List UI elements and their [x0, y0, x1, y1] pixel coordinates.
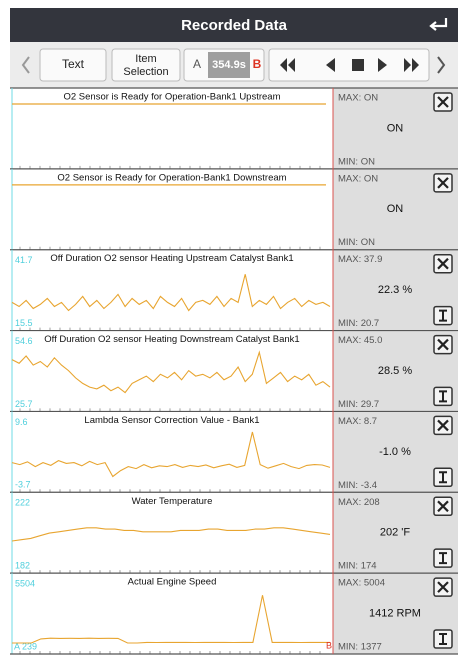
next-page[interactable]: [437, 56, 446, 74]
media-controls: [268, 48, 430, 82]
max-label: MAX: 37.9: [338, 254, 382, 265]
max-label: MAX: 45.0: [338, 335, 382, 346]
y-axis-label: 54.6: [15, 336, 33, 346]
max-label: MAX: ON: [338, 93, 378, 104]
max-label: MAX: 208: [338, 497, 380, 508]
close-icon: [437, 338, 449, 351]
item-selection-label: Item: [135, 53, 156, 65]
panel-chart-bg: [10, 573, 333, 654]
current-value: ON: [387, 122, 404, 134]
info-icon: [439, 552, 447, 565]
y-axis-label: 41.7: [15, 255, 33, 265]
panel-title: O2 Sensor is Ready for Operation-Bank1 U…: [63, 92, 280, 103]
panel-chart-bg: [10, 411, 333, 493]
data-line: [11, 350, 331, 394]
current-value: 202 'F: [380, 527, 411, 539]
panel-title: Water Temperature: [132, 496, 213, 507]
step-back-button[interactable]: [326, 58, 335, 72]
item-selection-button[interactable]: [111, 48, 181, 82]
fast-forward-button[interactable]: [404, 58, 419, 72]
min-label: MIN: 174: [338, 561, 377, 572]
info-icon: [439, 633, 447, 645]
time-box: [208, 52, 250, 78]
panel-chart-bg: [10, 492, 333, 574]
current-value: ON: [387, 203, 404, 215]
panel-title: Actual Engine Speed: [128, 577, 217, 588]
min-label: MIN: 1377: [338, 642, 382, 653]
close-icon: [437, 419, 449, 432]
current-value: 1412 RPM: [369, 607, 421, 619]
min-label: MIN: ON: [338, 237, 375, 248]
data-line: [11, 527, 331, 542]
panel-chart-bg: [10, 168, 333, 250]
info-icon: [439, 471, 447, 484]
max-label: MAX: 5004: [338, 578, 385, 589]
max-label: MAX: ON: [338, 173, 378, 184]
text-button[interactable]: [39, 48, 107, 82]
current-value: 28.5 %: [378, 365, 412, 377]
prev-page[interactable]: [21, 56, 30, 74]
info-icon: [439, 309, 447, 322]
header-bar: [10, 8, 458, 42]
data-line: [11, 431, 331, 478]
stop-button[interactable]: [352, 59, 364, 71]
marker-b[interactable]: B: [253, 57, 262, 71]
min-label: MIN: 29.7: [338, 399, 379, 410]
y-axis-label: 182: [15, 561, 30, 571]
back-icon: [429, 18, 448, 31]
current-value: -1.0 %: [379, 446, 411, 458]
close-icon: [437, 177, 449, 189]
time-value: 354.9s: [212, 59, 246, 71]
step-forward-button[interactable]: [378, 58, 387, 72]
data-line: [11, 274, 331, 312]
marker-a[interactable]: A: [193, 57, 201, 71]
min-label: MIN: 20.7: [338, 318, 379, 329]
rewind-button[interactable]: [280, 58, 295, 72]
data-line: [12, 595, 330, 644]
y-axis-label: 5504: [15, 579, 35, 589]
close-icon: [437, 96, 449, 108]
panel-chart-bg: [10, 249, 333, 331]
panel-title: Off Duration O2 sensor Heating Downstrea…: [44, 334, 299, 345]
y-axis-label: -3.7: [15, 480, 31, 490]
y-axis-label: 25.7: [15, 399, 33, 409]
y-axis-label: 9.6: [15, 417, 28, 427]
y-axis-label: 222: [15, 498, 30, 508]
y-axis-label: 15.5: [15, 318, 33, 328]
panel-title: Off Duration O2 sensor Heating Upstream …: [50, 253, 293, 264]
text-button-label: Text: [62, 57, 85, 71]
close-icon: [437, 500, 449, 513]
close-icon: [437, 257, 449, 270]
media-group: [268, 48, 430, 82]
item-selection-label: Selection: [123, 66, 168, 78]
close-icon: [437, 581, 449, 593]
panel-chart-bg: [10, 330, 333, 412]
min-label: MIN: ON: [338, 156, 375, 167]
min-label: MIN: -3.4: [338, 480, 377, 491]
panel-chart-bg: [10, 88, 333, 169]
y-axis-label: 239: [22, 641, 37, 651]
marker-b-label: B: [326, 640, 332, 650]
panel-title: Lambda Sensor Correction Value - Bank1: [84, 415, 259, 426]
header-title: Recorded Data: [181, 17, 288, 34]
marker-a-label: A: [14, 641, 20, 651]
current-value: 22.3 %: [378, 284, 412, 296]
info-icon: [439, 390, 447, 403]
panel-title: O2 Sensor is Ready for Operation-Bank1 D…: [57, 172, 286, 183]
back-button[interactable]: [420, 12, 454, 38]
max-label: MAX: 8.7: [338, 416, 377, 427]
